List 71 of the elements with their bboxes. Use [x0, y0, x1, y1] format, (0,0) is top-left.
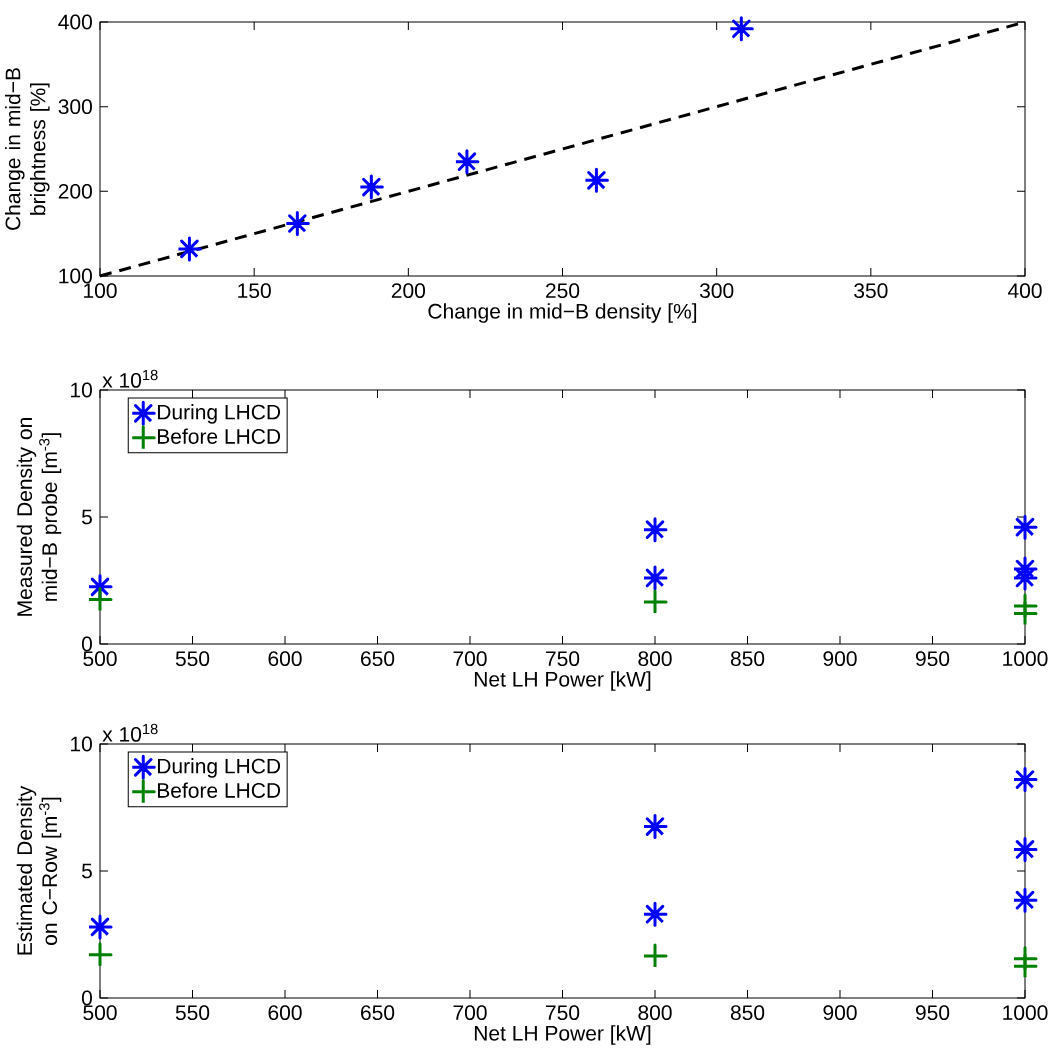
point [583, 167, 609, 193]
x-tick-label: 700 [453, 651, 487, 667]
point [642, 589, 668, 615]
x-axis-title: Net LH Power [kW] [474, 671, 651, 691]
point [642, 565, 668, 591]
x-tick-label: 1000 [1003, 651, 1048, 667]
x-tick-label: 950 [915, 1005, 950, 1021]
y-tick-label: 10 [71, 736, 92, 752]
x-tick-label: 150 [238, 283, 271, 299]
x-tick-label: 600 [268, 1005, 302, 1021]
point [642, 814, 668, 840]
y-tick-label: 10 [71, 382, 92, 398]
x-tick-label: 500 [83, 1005, 117, 1021]
y-axis-title: Measured Density on mid−B probe [m$^{-3}$] [16, 418, 62, 616]
x-tick-label: 350 [854, 283, 888, 299]
point [1012, 887, 1038, 913]
point [87, 587, 113, 613]
x-tick-label: 800 [638, 651, 672, 667]
point [1012, 514, 1038, 540]
x-tick-label: 600 [268, 651, 302, 667]
point [284, 211, 310, 236]
x-tick-label: 200 [391, 283, 426, 299]
point [642, 943, 668, 969]
x-tick-label: 400 [1007, 283, 1042, 299]
y-tick-label: 400 [58, 14, 92, 30]
y-tick-label: 100 [59, 268, 92, 284]
legend-label: Before LHCD [157, 782, 281, 798]
y-tick-label: 300 [58, 99, 92, 115]
x-tick-label: 250 [546, 283, 580, 299]
point [1012, 953, 1038, 979]
x-tick-label: 500 [83, 651, 117, 667]
y-tick-label: 0 [81, 636, 92, 652]
legend-label: Before LHCD [157, 428, 281, 444]
x-tick-label: 850 [730, 651, 765, 667]
point [1012, 836, 1038, 862]
legend-label: During LHCD [157, 758, 281, 778]
x-tick-label: 950 [915, 651, 950, 667]
x-tick-label: 550 [175, 1005, 210, 1021]
x-tick-label: 650 [361, 1005, 395, 1021]
y-tick-label: 5 [81, 863, 92, 879]
point [642, 517, 668, 543]
x-axis-title: Net LH Power [kW] [474, 1025, 651, 1045]
point [87, 914, 113, 940]
x-tick-label: 750 [546, 1005, 580, 1021]
y-tick-label: 200 [58, 183, 92, 199]
x-axis-title: Change in mid−B density [%] [428, 303, 697, 323]
x-tick-label: 1000 [1003, 1005, 1048, 1021]
x-tick-label: 300 [699, 283, 734, 299]
y-axis-title: Estimated Density on C−Row [m$^{-3}$] [16, 785, 62, 955]
point [1012, 601, 1038, 627]
x-tick-label: 900 [823, 651, 857, 667]
text: x 10$^{18}$ [102, 369, 158, 388]
point [87, 942, 113, 968]
point [1012, 767, 1038, 793]
x-tick-label: 550 [175, 651, 210, 667]
y-tick-label: 5 [81, 509, 92, 525]
point [642, 901, 668, 927]
y-axis-title: Change in mid−B brightness [%] [4, 68, 50, 230]
point [454, 149, 480, 175]
x-tick-label: 750 [546, 651, 580, 667]
text: x 10$^{18}$ [102, 723, 158, 742]
x-tick-label: 700 [453, 1005, 487, 1021]
y-tick-label: 0 [81, 990, 92, 1006]
x-tick-label: 800 [638, 1005, 672, 1021]
x-tick-label: 650 [361, 651, 395, 667]
x-tick-label: 850 [730, 1005, 765, 1021]
point [728, 16, 754, 42]
point [358, 174, 384, 200]
legend-label: During LHCD [157, 404, 281, 424]
x-tick-label: 900 [823, 1005, 857, 1021]
point [176, 236, 202, 262]
